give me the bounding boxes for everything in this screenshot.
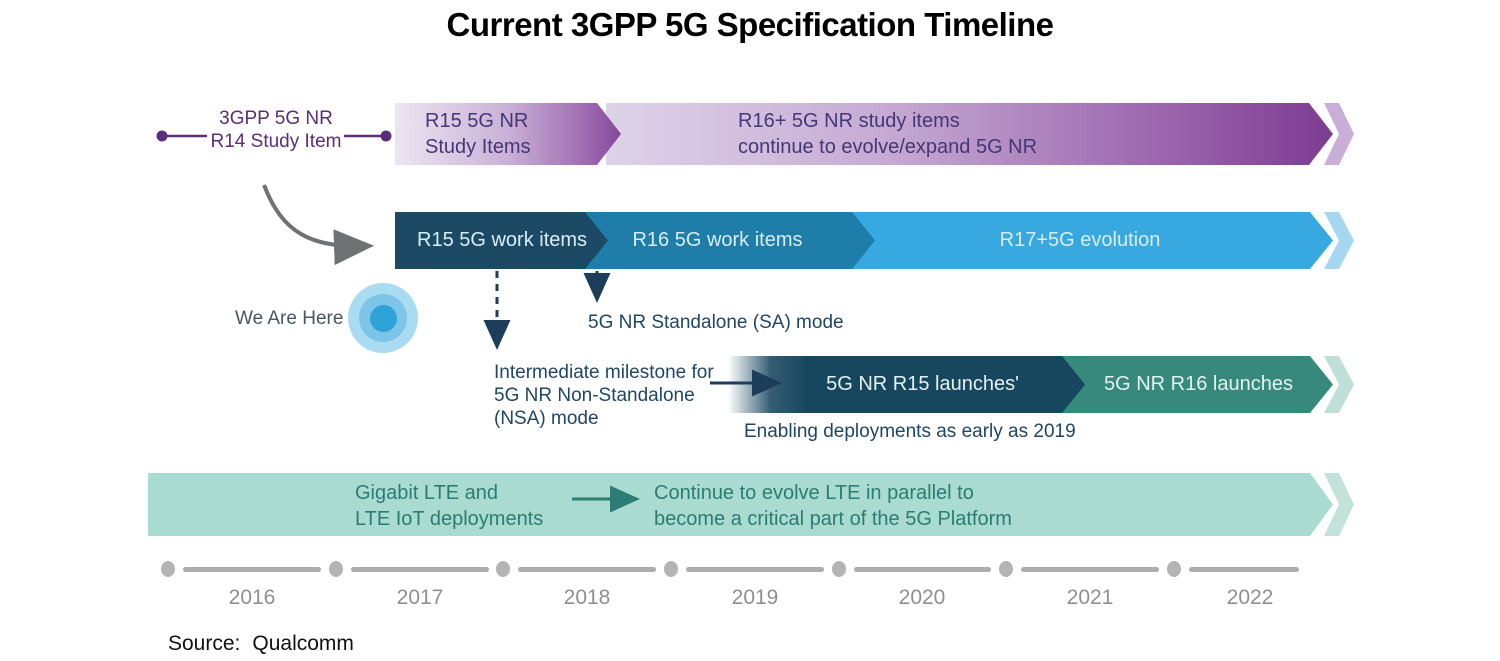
timeline-segment — [854, 567, 991, 572]
gigabit-lte-line1: Gigabit LTE and — [355, 482, 499, 504]
timeline-segment — [1189, 567, 1299, 572]
gigabit-lte-note: Gigabit LTE and LTE IoT deployments — [355, 480, 543, 532]
source-label: Source: — [168, 632, 241, 655]
timeline-dot — [329, 561, 343, 577]
continue-evolve-line1: Continue to evolve LTE in parallel to — [654, 482, 974, 504]
timeline-segment — [1021, 567, 1159, 572]
source-value: Qualcomm — [252, 632, 354, 655]
page-title: Current 3GPP 5G Specification Timeline — [446, 6, 1054, 43]
timeline-segment — [518, 567, 656, 572]
gigabit-lte-line2: LTE IoT deployments — [355, 508, 544, 530]
nsa-note-line2: 5G NR Non-Standalone — [494, 385, 695, 406]
continue-evolve-note: Continue to evolve LTE in parallel to be… — [654, 480, 1012, 532]
we-are-here-marker-center — [370, 305, 397, 332]
r14-callout-dot-left — [156, 130, 168, 142]
year-label-2021: 2021 — [1066, 586, 1114, 609]
r14-callout-line2: R14 Study Item — [210, 131, 342, 152]
bar-r16-study-label: R16+ 5G NR study items continue to evolv… — [606, 108, 1333, 160]
year-label-2017: 2017 — [396, 586, 444, 609]
year-label-2018: 2018 — [563, 586, 611, 609]
nsa-note-line1: Intermediate milestone for — [494, 362, 714, 383]
bar-lte-evolution — [148, 473, 1333, 536]
bar-r15-launches: 5G NR R15 launches' — [728, 356, 1085, 413]
r14-callout-dot-right — [380, 130, 392, 142]
r14-study-item-callout: 3GPP 5G NR R14 Study Item — [208, 107, 344, 153]
bar-r16-study-line1: R16+ 5G NR study items — [738, 110, 960, 132]
we-are-here-label: We Are Here — [235, 308, 344, 329]
timeline-dot — [999, 561, 1013, 577]
bar-r17-evolution: R17+5G evolution — [850, 212, 1333, 269]
bar-r16-launches: 5G NR R16 launches — [1062, 356, 1333, 413]
bar-r15-launches-label: 5G NR R15 launches' — [826, 373, 1019, 395]
timeline-dot — [496, 561, 510, 577]
bar-r15-study-label: R15 5G NR Study Items — [395, 108, 621, 160]
bar-r16-launches-label: 5G NR R16 launches — [1104, 373, 1293, 395]
timeline-segment — [183, 567, 321, 572]
year-label-2022: 2022 — [1226, 586, 1274, 609]
timeline-segment — [686, 567, 824, 572]
nsa-mode-note: Intermediate milestone for 5G NR Non-Sta… — [494, 361, 714, 430]
bar-r15-study-line2: Study Items — [425, 136, 531, 158]
bar-r15-study-line1: R15 5G NR — [425, 110, 529, 132]
timeline-dot — [1167, 561, 1181, 577]
bar-r16-work-label: R16 5G work items — [632, 229, 803, 251]
bar-r16-work-items: R16 5G work items — [583, 212, 875, 269]
year-label-2019: 2019 — [731, 586, 779, 609]
year-label-2020: 2020 — [898, 586, 946, 609]
year-label-2016: 2016 — [228, 586, 276, 609]
enabling-deployments-note: Enabling deployments as early as 2019 — [744, 421, 1076, 442]
timeline-dot — [832, 561, 846, 577]
bar-r15-study-items: R15 5G NR Study Items — [395, 103, 621, 165]
r14-callout-line1: 3GPP 5G NR — [219, 108, 333, 129]
bar-r15-work-label: R15 5G work items — [417, 229, 588, 251]
bar-r16-study-items: R16+ 5G NR study items continue to evolv… — [606, 103, 1333, 165]
continue-evolve-line2: become a critical part of the 5G Platfor… — [654, 508, 1012, 530]
timeline-segment — [351, 567, 489, 572]
bar-r16-study-line2: continue to evolve/expand 5G NR — [738, 136, 1038, 158]
bar-r15-work-items: R15 5G work items — [395, 212, 608, 269]
sa-mode-note: 5G NR Standalone (SA) mode — [588, 312, 844, 333]
nsa-note-line3: (NSA) mode — [494, 408, 599, 429]
source-line: Source: Qualcomm — [168, 632, 354, 656]
timeline-dot — [664, 561, 678, 577]
bar-r17-evolution-label: R17+5G evolution — [999, 229, 1161, 251]
curved-arrow-icon — [262, 184, 374, 266]
timeline-dot — [161, 561, 175, 577]
